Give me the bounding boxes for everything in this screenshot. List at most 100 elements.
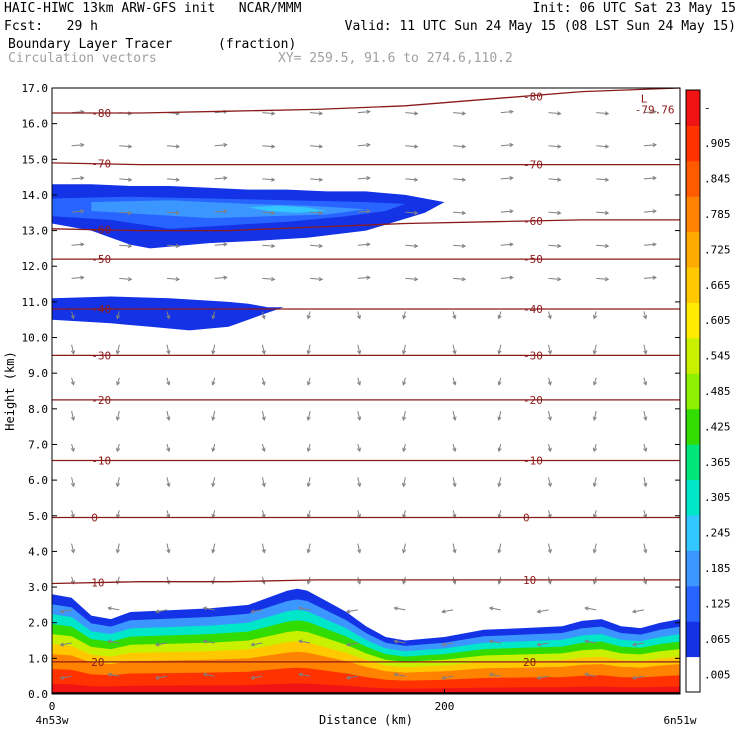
circulation-vector	[166, 510, 170, 518]
y-tick-label: 5.0	[28, 510, 48, 523]
run-title: HAIC-HIWC 13km ARW-GFS init NCAR/MMM	[4, 1, 302, 16]
colorbar-label: .545	[704, 350, 731, 363]
circulation-vector	[548, 477, 551, 487]
vector-arrowhead	[557, 144, 562, 149]
vector-arrowhead	[643, 416, 648, 422]
y-tick-label: 10.0	[22, 332, 49, 345]
circulation-vector	[299, 607, 311, 611]
contour-label: -40	[523, 303, 543, 316]
vector-arrowhead	[497, 416, 502, 422]
circulation-vector	[402, 410, 406, 421]
vector-arrowhead	[509, 109, 514, 114]
circulation-vector	[310, 145, 323, 148]
vector-arrowhead	[557, 177, 562, 182]
vector-arrowhead	[270, 276, 276, 282]
circulation-vector	[593, 410, 597, 421]
circulation-vector	[643, 510, 647, 518]
circulation-vector	[357, 111, 370, 114]
vector-arrowhead	[592, 580, 598, 585]
vector-arrowhead	[509, 209, 514, 214]
y-tick-label: 0.0	[28, 688, 48, 701]
contour-label: 20	[523, 656, 536, 669]
circulation-vector	[548, 211, 561, 214]
vector-arrowhead	[357, 549, 362, 554]
y-tick-label: 6.0	[28, 474, 48, 487]
vector-arrowhead	[115, 549, 120, 554]
colorbar-label: .185	[704, 562, 731, 575]
vector-arrowhead	[70, 482, 76, 488]
vector-arrowhead	[536, 675, 541, 680]
circulation-vector	[643, 243, 656, 246]
circulation-vector	[108, 640, 120, 644]
vector-arrowhead	[154, 642, 160, 647]
x-axis-label: Distance (km)	[319, 713, 413, 727]
colorbar-label: .005	[704, 668, 731, 681]
vector-arrowhead	[270, 144, 276, 149]
vector-arrowhead	[452, 482, 457, 488]
circulation-vector	[261, 576, 265, 584]
circulation-vector	[452, 510, 456, 518]
circulation-vector	[212, 443, 216, 452]
circulation-vector	[596, 145, 609, 148]
y-tick-label: 2.0	[28, 617, 48, 630]
vector-arrowhead	[175, 210, 181, 215]
circulation-vector	[593, 510, 597, 518]
vector-arrowhead	[592, 416, 597, 422]
circulation-vector	[212, 543, 216, 553]
circulation-vector	[212, 576, 216, 584]
vector-arrowhead	[592, 549, 597, 554]
vector-arrowhead	[592, 350, 597, 355]
circulation-vector	[203, 640, 215, 644]
contour-label: -30	[523, 349, 543, 362]
vector-arrowhead	[402, 580, 407, 585]
circulation-vector	[71, 410, 75, 421]
vector-arrowhead	[80, 242, 85, 247]
circulation-vector	[71, 543, 75, 553]
contour-label: -40	[91, 303, 111, 316]
colorbar-swatch	[686, 90, 700, 126]
vector-arrowhead	[70, 381, 75, 386]
circulation-vector	[71, 210, 84, 213]
vector-arrowhead	[393, 606, 398, 611]
circulation-vector	[593, 543, 597, 553]
vector-arrowhead	[318, 144, 324, 149]
vector-arrowhead	[298, 606, 303, 611]
circulation-vector	[71, 311, 75, 319]
circulation-vector	[548, 510, 551, 518]
circulation-vector	[453, 244, 466, 247]
contour-label: -20	[523, 394, 543, 407]
vector-arrowhead	[166, 350, 171, 355]
vector-arrowhead	[116, 314, 121, 320]
circulation-vector	[71, 243, 84, 246]
circulation-vector	[593, 443, 597, 452]
vector-arrowhead	[402, 482, 407, 488]
circulation-vector	[307, 510, 311, 518]
vector-arrowhead	[115, 416, 120, 422]
vector-arrowhead	[202, 639, 208, 644]
vector-arrowhead	[261, 381, 266, 386]
circulation-vector	[71, 510, 75, 518]
circulation-vector	[166, 377, 170, 385]
vector-arrowhead	[318, 177, 324, 182]
contour-label: 10	[523, 574, 536, 587]
circulation-vector	[166, 145, 180, 148]
vector-arrowhead	[402, 416, 407, 422]
circulation-vector	[251, 609, 263, 613]
circulation-vector	[596, 277, 609, 280]
circulation-vector	[116, 443, 120, 452]
colorbar-swatch	[686, 550, 700, 587]
circulation-vector	[405, 211, 418, 214]
circulation-vector	[500, 243, 513, 246]
vector-arrowhead	[402, 549, 407, 554]
vector-arrowhead	[115, 350, 120, 355]
circulation-vector	[548, 112, 561, 115]
vector-arrowhead	[357, 416, 362, 422]
colorbar-label: .905	[704, 137, 731, 150]
circulation-vector	[643, 144, 656, 147]
circulation-vector	[166, 344, 170, 354]
contour-label: 0	[523, 512, 530, 525]
circulation-vector	[489, 640, 501, 644]
circulation-vector	[452, 443, 456, 452]
colorbar-label: .665	[704, 279, 731, 292]
circulation-vector	[452, 377, 456, 385]
